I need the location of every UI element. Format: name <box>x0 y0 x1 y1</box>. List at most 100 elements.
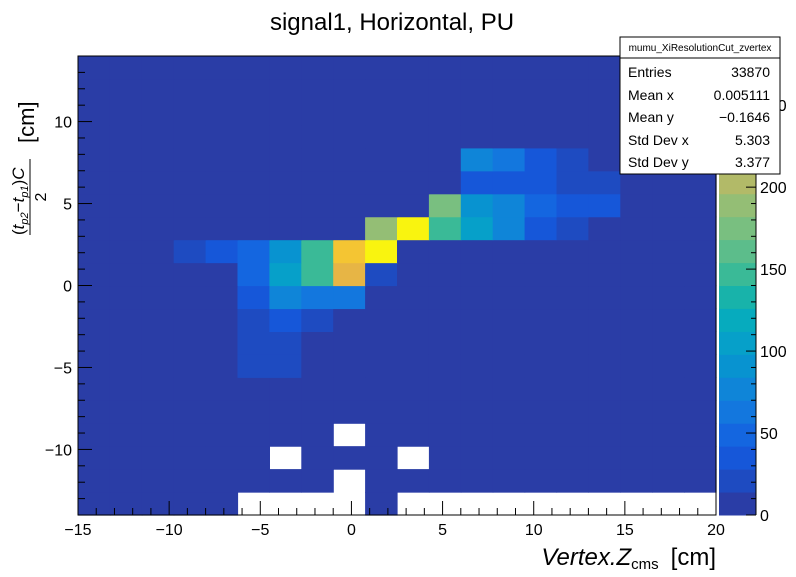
heatmap-cell <box>588 423 621 447</box>
heatmap-cell <box>301 170 334 195</box>
heatmap-cell <box>397 423 430 447</box>
heatmap-cell <box>588 354 621 378</box>
heatmap-cell <box>684 262 717 287</box>
heatmap-cell <box>365 170 398 195</box>
heatmap-cell <box>524 285 558 310</box>
heatmap-cell <box>588 400 621 424</box>
heatmap-cell <box>397 354 430 378</box>
heatmap-cell <box>492 308 526 332</box>
heatmap-cell <box>173 446 207 470</box>
heatmap-cell <box>301 469 334 493</box>
heatmap-cell <box>428 331 462 355</box>
heatmap-cell <box>333 239 366 264</box>
heatmap-cell <box>588 147 621 172</box>
heatmap-cell <box>524 193 558 218</box>
y-tick-label: 5 <box>63 197 72 214</box>
heatmap-cell <box>397 193 430 218</box>
heatmap-cell <box>492 101 526 126</box>
heatmap-cell <box>556 101 589 126</box>
heatmap-cell <box>269 400 302 424</box>
heatmap-cell <box>205 124 239 149</box>
heatmap-cell <box>205 354 239 378</box>
heatmap-cell <box>333 354 366 378</box>
heatmap-cell <box>109 124 143 149</box>
heatmap-cell <box>333 56 366 80</box>
heatmap-cell <box>492 285 526 310</box>
heatmap-cell <box>556 170 589 195</box>
heatmap-cell <box>460 78 494 103</box>
heatmap-cell <box>620 377 653 401</box>
heatmap-cell <box>205 469 239 493</box>
heatmap-cell <box>173 262 207 287</box>
heatmap-cell <box>365 308 398 332</box>
heatmap-cell <box>492 331 526 355</box>
heatmap-cell <box>173 354 207 378</box>
x-tick-label: 10 <box>525 522 543 539</box>
heatmap-cell <box>460 216 494 241</box>
heatmap-cell <box>141 193 175 218</box>
heatmap-cell <box>205 285 239 310</box>
heatmap-cell <box>141 492 175 516</box>
heatmap-cell <box>460 377 494 401</box>
heatmap-cell <box>652 239 685 264</box>
y-tick-label: 10 <box>54 115 72 132</box>
heatmap-cell <box>205 239 239 264</box>
heatmap-cell <box>301 56 334 80</box>
heatmap-cell <box>684 216 717 241</box>
heatmap-cell <box>237 285 270 310</box>
heatmap-cell <box>620 170 653 195</box>
heatmap-cell <box>141 262 175 287</box>
heatmap-cell <box>365 354 398 378</box>
heatmap-cell <box>237 216 270 241</box>
x-tick-label: −15 <box>64 522 91 539</box>
heatmap-cell <box>333 331 366 355</box>
heatmap-cell <box>301 124 334 149</box>
heatmap-cell <box>205 377 239 401</box>
heatmap-cell <box>78 170 111 195</box>
heatmap-cell <box>205 56 239 80</box>
heatmap-cell <box>333 285 366 310</box>
heatmap-cell <box>428 262 462 287</box>
heatmap-cell <box>428 423 462 447</box>
heatmap-cell <box>620 239 653 264</box>
heatmap-cell <box>237 262 270 287</box>
heatmap-cell <box>141 423 175 447</box>
heatmap-cell <box>365 78 398 103</box>
colorbar-segment <box>719 400 756 424</box>
stats-value-mean-y: −0.1646 <box>719 109 770 125</box>
heatmap-cell <box>428 400 462 424</box>
heatmap-cell <box>141 216 175 241</box>
heatmap-cell <box>428 446 462 470</box>
heatmap-cell <box>173 400 207 424</box>
heatmap-cell <box>333 400 366 424</box>
heatmap-cell <box>333 308 366 332</box>
heatmap-cell <box>397 124 430 149</box>
heatmap-cell <box>652 400 685 424</box>
heatmap-cell <box>141 124 175 149</box>
heatmap-cell <box>78 101 111 126</box>
heatmap-cell <box>556 331 589 355</box>
heatmap-cell <box>524 377 558 401</box>
heatmap-cell <box>428 354 462 378</box>
heatmap-cell <box>428 285 462 310</box>
heatmap-cell <box>428 78 462 103</box>
heatmap-cell <box>588 216 621 241</box>
heatmap-cell <box>141 446 175 470</box>
heatmap-cell <box>492 469 526 493</box>
heatmap-cell <box>78 78 111 103</box>
heatmap-cell <box>269 262 302 287</box>
heatmap-cell <box>460 331 494 355</box>
heatmap-cell <box>301 239 334 264</box>
heatmap-cell <box>492 423 526 447</box>
x-label-main: Vertex.Z <box>541 544 632 571</box>
heatmap-cell <box>205 331 239 355</box>
heatmap-cell <box>460 239 494 264</box>
heatmap-cell <box>365 216 398 241</box>
x-label-unit: [cm] <box>671 544 716 571</box>
heatmap-cell <box>620 469 653 493</box>
heatmap-cell <box>365 262 398 287</box>
heatmap-cell <box>173 101 207 126</box>
heatmap-cell <box>620 193 653 218</box>
heatmap-cell <box>333 101 366 126</box>
heatmap-cell <box>397 101 430 126</box>
